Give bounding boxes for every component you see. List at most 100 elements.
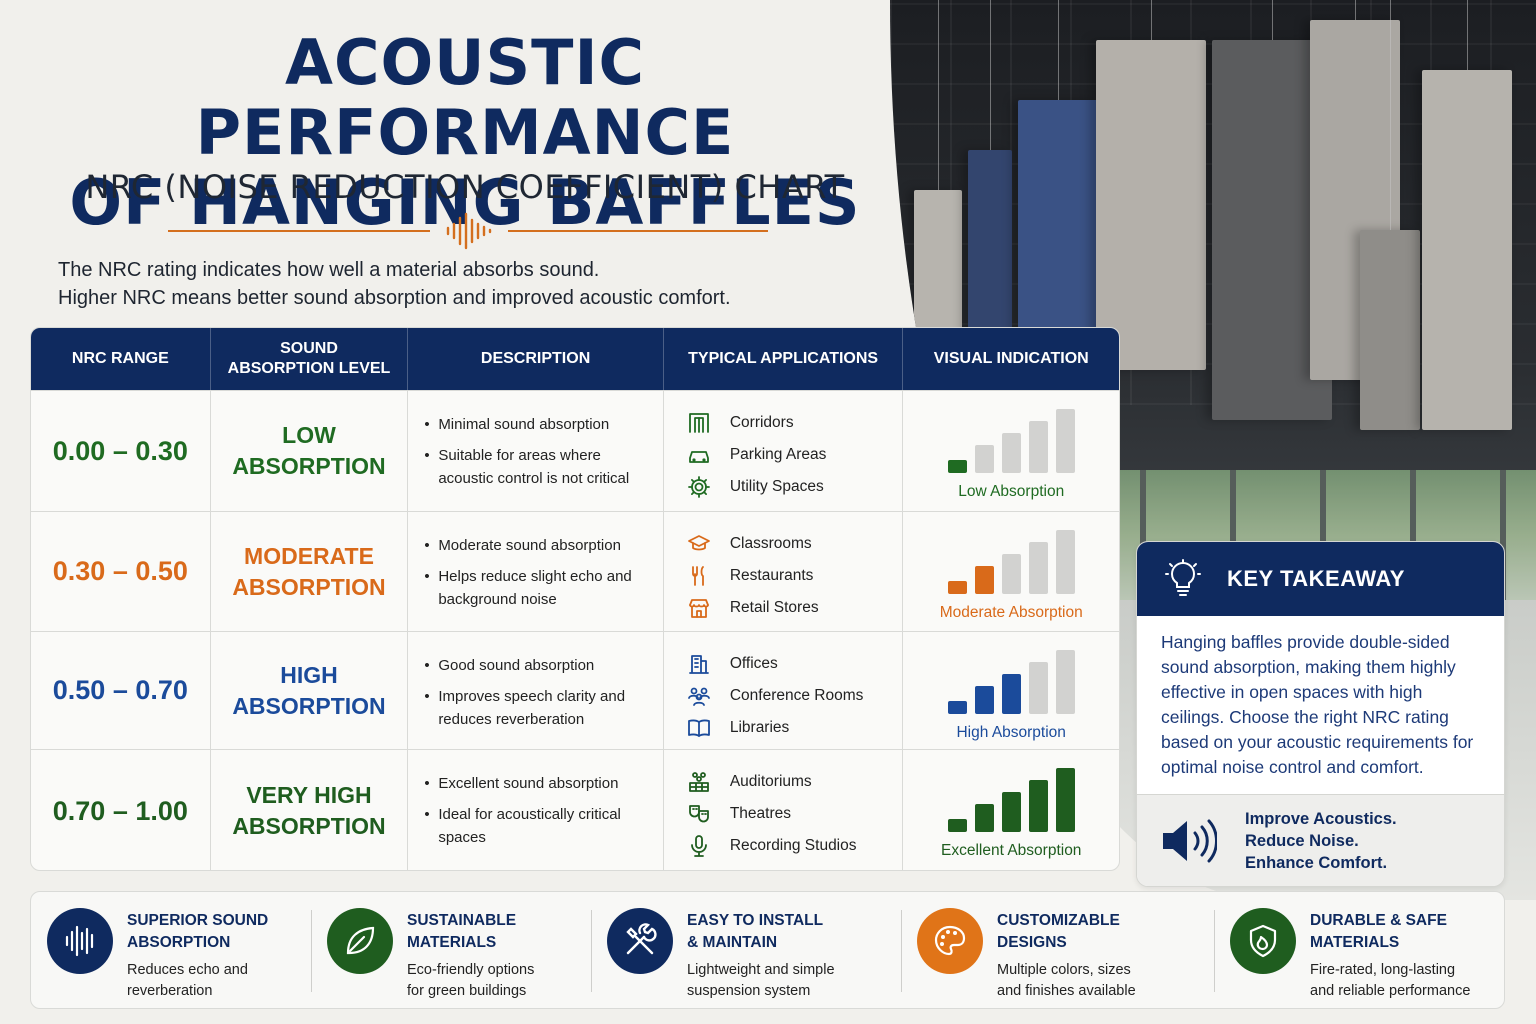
table-row: 0.50 – 0.70 HIGH ABSORPTION Good sound a… bbox=[31, 631, 1119, 749]
intro-line-2: Higher NRC means better sound absorption… bbox=[58, 287, 731, 309]
application-item: Corridors bbox=[686, 407, 893, 439]
slogan-line-1: Improve Acoustics. bbox=[1245, 809, 1397, 828]
application-item: Parking Areas bbox=[686, 439, 893, 471]
feature-description: Multiple colors, sizes and finishes avai… bbox=[997, 962, 1136, 999]
description-bullet: Excellent sound absorption bbox=[424, 772, 651, 795]
indicator-bar bbox=[1055, 768, 1075, 832]
microphone-icon bbox=[686, 833, 712, 859]
key-takeaway-slogan: Improve Acoustics. Reduce Noise. Enhance… bbox=[1137, 794, 1504, 886]
description-cell: Good sound absorption Improves speech cla… bbox=[408, 632, 663, 731]
features-strip: SUPERIOR SOUND ABSORPTION Reduces echo a… bbox=[30, 891, 1505, 1009]
application-label: Classrooms bbox=[729, 535, 812, 552]
key-takeaway-header: KEY TAKEAWAY bbox=[1137, 542, 1504, 616]
feature-description: Eco-friendly options for green buildings bbox=[407, 962, 535, 999]
header-visual: VISUAL INDICATION bbox=[933, 350, 1089, 367]
application-label: Corridors bbox=[729, 414, 794, 431]
application-label: Theatres bbox=[729, 805, 792, 822]
application-item: Offices bbox=[686, 648, 893, 680]
key-takeaway-body: Hanging baffles provide double-sided sou… bbox=[1161, 632, 1474, 777]
table-row: 0.00 – 0.30 LOW ABSORPTION Minimal sound… bbox=[31, 390, 1119, 511]
application-label: Utility Spaces bbox=[729, 478, 824, 495]
visual-label: Moderate Absorption bbox=[939, 604, 1083, 621]
signal-bars bbox=[947, 407, 1075, 473]
application-item: Classrooms bbox=[686, 528, 893, 560]
indicator-bar bbox=[1001, 674, 1021, 714]
feature-item: EASY TO INSTALL & MAINTAIN Lightweight a… bbox=[591, 892, 901, 1008]
signal-bars bbox=[947, 528, 1075, 594]
divider-right bbox=[508, 230, 768, 232]
application-label: Retail Stores bbox=[729, 599, 819, 616]
page-title: ACOUSTIC PERFORMANCE OF HANGING BAFFLES bbox=[40, 28, 890, 238]
title-line-2: OF HANGING BAFFLES bbox=[69, 166, 861, 239]
feature-item: CUSTOMIZABLE DESIGNS Multiple colors, si… bbox=[901, 892, 1214, 1008]
indicator-bar bbox=[1028, 542, 1048, 594]
palette-icon bbox=[917, 908, 983, 974]
page-subtitle: NRC (NOISE REDUCTION COEFFICIENT) CHART bbox=[85, 168, 845, 206]
feature-item: SUPERIOR SOUND ABSORPTION Reduces echo a… bbox=[31, 892, 311, 1008]
feature-item: SUSTAINABLE MATERIALS Eco-friendly optio… bbox=[311, 892, 591, 1008]
application-item: Libraries bbox=[686, 712, 893, 744]
indicator-bar bbox=[947, 581, 967, 594]
utensils-icon bbox=[686, 563, 712, 589]
application-label: Parking Areas bbox=[729, 446, 827, 463]
graduation-cap-icon bbox=[686, 531, 712, 557]
table-row: 0.30 – 0.50 MODERATE ABSORPTION Moderate… bbox=[31, 511, 1119, 631]
corridor-icon bbox=[686, 410, 712, 436]
visual-indication: Excellent Absorption bbox=[903, 750, 1119, 860]
office-building-icon bbox=[686, 651, 712, 677]
indicator-bar bbox=[1001, 554, 1021, 594]
visual-label: Excellent Absorption bbox=[940, 842, 1082, 859]
applications-cell: Auditoriums Theatres Recording Studios bbox=[664, 750, 903, 862]
nrc-range: 0.00 – 0.30 bbox=[52, 435, 188, 466]
application-item: Retail Stores bbox=[686, 592, 893, 624]
feature-title: CUSTOMIZABLE DESIGNS bbox=[997, 912, 1120, 951]
header-absorption-level: SOUND ABSORPTION LEVEL bbox=[211, 328, 409, 390]
application-item: Recording Studios bbox=[686, 830, 893, 862]
application-item: Utility Spaces bbox=[686, 471, 893, 503]
signal-bars bbox=[947, 766, 1075, 832]
visual-indication: High Absorption bbox=[903, 632, 1119, 742]
title-line-1: ACOUSTIC PERFORMANCE bbox=[195, 26, 735, 169]
indicator-bar bbox=[974, 566, 994, 594]
people-icon bbox=[686, 683, 712, 709]
applications-cell: Offices Conference Rooms Libraries bbox=[664, 632, 903, 744]
sound-wave-icon bbox=[47, 908, 113, 974]
feature-description: Fire-rated, long-lasting and reliable pe… bbox=[1310, 962, 1471, 999]
indicator-bar bbox=[1055, 650, 1075, 714]
visual-label: High Absorption bbox=[956, 724, 1066, 741]
feature-title: SUSTAINABLE MATERIALS bbox=[407, 912, 517, 951]
application-label: Offices bbox=[729, 655, 778, 672]
description-cell: Moderate sound absorption Helps reduce sl… bbox=[408, 512, 663, 611]
description-bullet: Helps reduce slight echo and background … bbox=[424, 565, 651, 611]
description-bullet: Moderate sound absorption bbox=[424, 534, 651, 557]
header-applications: TYPICAL APPLICATIONS bbox=[664, 328, 904, 390]
application-label: Restaurants bbox=[729, 567, 814, 584]
description-cell: Minimal sound absorption Suitable for are… bbox=[408, 391, 663, 490]
indicator-bar bbox=[974, 804, 994, 832]
absorption-level: LOW ABSORPTION bbox=[232, 422, 386, 479]
description-bullet: Suitable for areas where acoustic contro… bbox=[424, 444, 651, 490]
feature-item: DURABLE & SAFE MATERIALS Fire-rated, lon… bbox=[1214, 892, 1504, 1008]
leaf-icon bbox=[327, 908, 393, 974]
indicator-bar bbox=[974, 686, 994, 714]
description-bullet: Good sound absorption bbox=[424, 654, 651, 677]
application-item: Theatres bbox=[686, 798, 893, 830]
description-cell: Excellent sound absorption Ideal for acou… bbox=[408, 750, 663, 849]
indicator-bar bbox=[1055, 409, 1075, 473]
nrc-range: 0.30 – 0.50 bbox=[52, 556, 188, 586]
speaker-icon bbox=[1163, 819, 1217, 862]
absorption-level: VERY HIGH ABSORPTION bbox=[232, 782, 386, 839]
indicator-bar bbox=[1028, 421, 1048, 473]
application-item: Auditoriums bbox=[686, 766, 893, 798]
application-label: Conference Rooms bbox=[729, 687, 864, 704]
indicator-bar bbox=[947, 701, 967, 714]
indicator-bar bbox=[1055, 530, 1075, 594]
application-item: Conference Rooms bbox=[686, 680, 893, 712]
signal-bars bbox=[947, 648, 1075, 714]
fire-shield-icon bbox=[1230, 908, 1296, 974]
car-icon bbox=[686, 442, 712, 468]
auditorium-icon bbox=[686, 769, 712, 795]
feature-title: DURABLE & SAFE MATERIALS bbox=[1310, 912, 1447, 951]
indicator-bar bbox=[1001, 792, 1021, 832]
slogan-line-2: Reduce Noise. bbox=[1245, 831, 1359, 850]
